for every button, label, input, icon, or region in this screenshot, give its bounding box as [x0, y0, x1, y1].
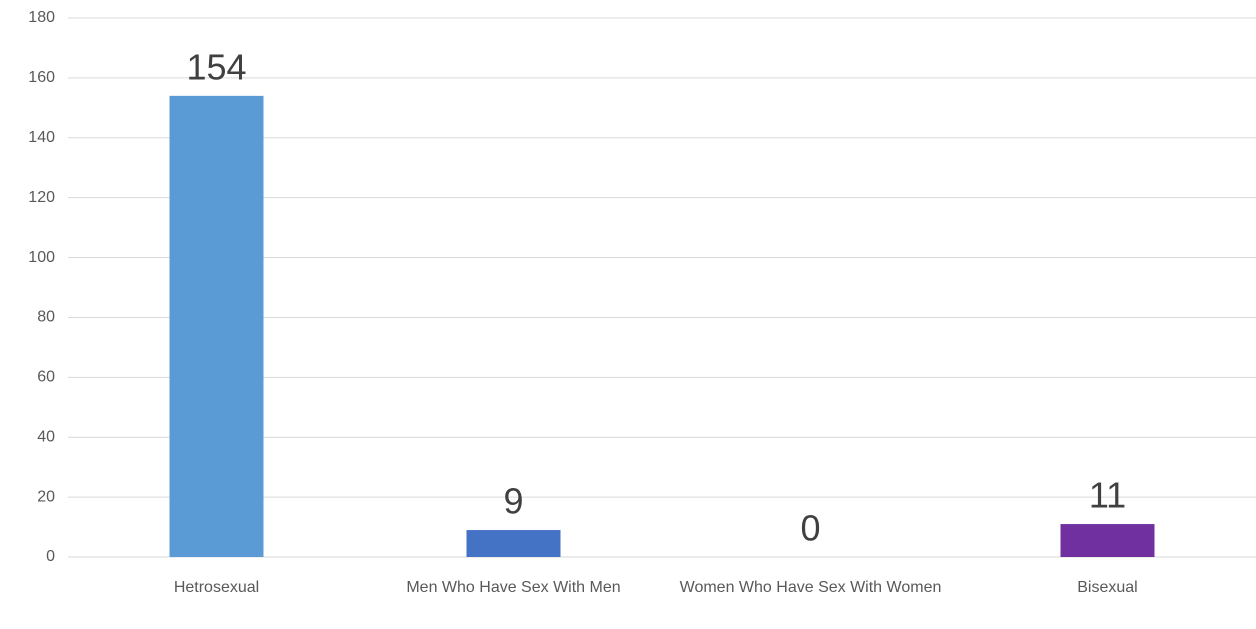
y-tick-label: 100 [28, 249, 55, 266]
x-tick-label: Men Who Have Sex With Men [406, 579, 621, 596]
x-tick-label: Bisexual [1077, 579, 1138, 596]
y-tick-label: 20 [37, 488, 55, 505]
x-tick-label: Hetrosexual [173, 579, 260, 596]
y-tick-label: 0 [46, 548, 55, 565]
y-tick-label: 180 [28, 9, 55, 26]
y-tick-label: 60 [37, 369, 55, 386]
data-label: 0 [800, 508, 820, 549]
data-label: 9 [503, 481, 523, 522]
y-tick-label: 140 [28, 129, 55, 146]
bar [466, 530, 561, 557]
x-tick-label: Women Who Have Sex With Women [679, 579, 942, 596]
data-label: 11 [1089, 475, 1126, 516]
data-label: 154 [186, 46, 246, 87]
y-tick-label: 160 [28, 69, 55, 86]
y-tick-label: 40 [37, 428, 55, 445]
y-tick-label: 120 [28, 189, 55, 206]
y-tick-label: 80 [37, 309, 55, 326]
bar [1060, 524, 1155, 557]
bar [169, 95, 264, 557]
